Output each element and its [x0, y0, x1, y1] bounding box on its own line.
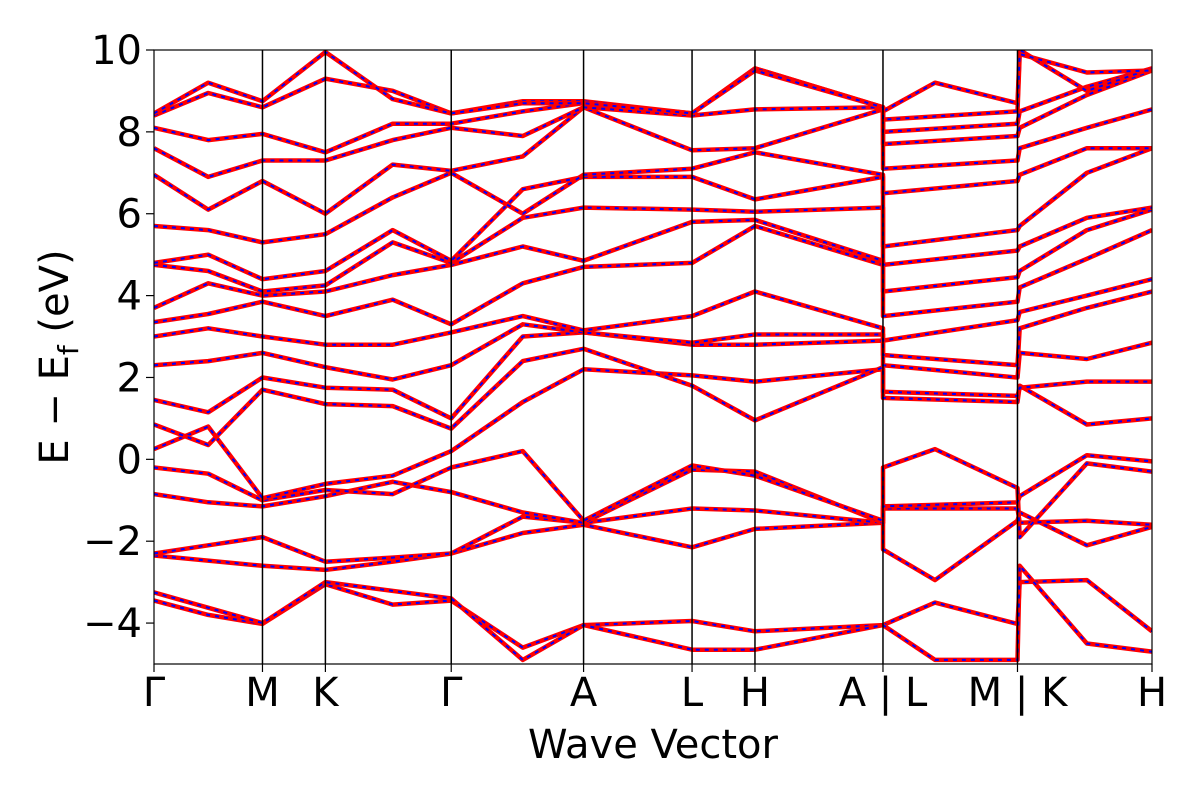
band-line-dashed [154, 224, 1152, 326]
band-line-solid [154, 105, 1152, 216]
y-axis-label-main: E − E [32, 355, 78, 465]
y-tick-label: −4 [83, 601, 142, 647]
band-line-dashed [154, 69, 1152, 178]
y-tick-label: 6 [117, 192, 142, 238]
y-tick-label: −2 [83, 519, 142, 565]
band-line-dashed [154, 147, 1152, 244]
y-tick-label: 0 [117, 437, 142, 483]
band-line-dashed [154, 563, 1152, 662]
x-tick-label: L [681, 670, 704, 716]
y-tick-label: 8 [117, 110, 142, 156]
y-tick-label: 10 [91, 28, 142, 74]
y-tick-label: 4 [117, 274, 142, 320]
band-line-dashed [154, 147, 1152, 281]
x-tick-label: H [1137, 670, 1167, 716]
band-line-dashed [154, 511, 1152, 582]
x-tick-label: A | L [839, 670, 928, 716]
x-tick-label: Γ [440, 670, 463, 716]
bands-group [154, 50, 1152, 663]
band-line-solid [154, 277, 1152, 347]
band-line-dashed [154, 206, 1152, 293]
y-axis-label: E − Ef (eV) [32, 249, 85, 464]
high-symmetry-lines [261, 50, 1019, 664]
x-tick-label: Γ [143, 670, 166, 716]
band-line-solid [154, 50, 1152, 122]
band-line-solid [154, 346, 1152, 448]
y-axis-label-unit: (eV) [32, 249, 78, 345]
y-tick-label: 2 [117, 355, 142, 401]
plot-frame [153, 49, 1153, 665]
x-tick-label: M [245, 670, 280, 716]
y-axis-label-sub: f [52, 344, 85, 355]
band-line-dashed [154, 208, 1152, 309]
band-line-dashed [154, 449, 1152, 523]
band-line-dashed [154, 290, 1152, 381]
plot-area [154, 50, 1152, 664]
x-tick-label: K [312, 670, 340, 716]
x-axis-label: Wave Vector [528, 722, 779, 768]
y-axis-ticks: 10 8 6 4 2 0 −2 −4 [83, 28, 154, 647]
x-tick-label: A [570, 670, 598, 716]
x-tick-label: H [740, 670, 770, 716]
x-tick-label: M | K [968, 670, 1069, 716]
